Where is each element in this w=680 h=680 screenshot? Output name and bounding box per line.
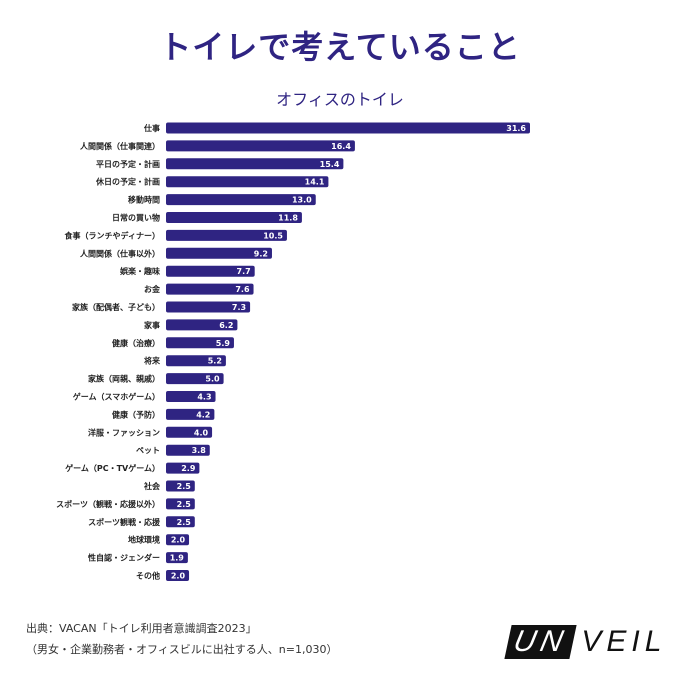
bar bbox=[166, 373, 224, 385]
bar-value-label: 5.9 bbox=[216, 339, 231, 348]
category-label: 地球環境 bbox=[128, 535, 160, 545]
bar bbox=[166, 444, 210, 456]
category-label: 人間関係（仕事関連） bbox=[80, 141, 160, 151]
bar bbox=[166, 247, 272, 259]
chart-subtitle: オフィスのトイレ bbox=[276, 90, 404, 109]
category-label: ゲーム（スマホゲーム） bbox=[73, 392, 160, 402]
bar-value-label: 11.8 bbox=[278, 214, 298, 223]
bar-value-label: 2.0 bbox=[171, 572, 186, 581]
bar-value-label: 9.2 bbox=[254, 249, 268, 258]
category-label: 洋服・ファッション bbox=[88, 427, 160, 437]
bar-value-label: 31.6 bbox=[506, 124, 526, 133]
bar bbox=[166, 498, 195, 510]
category-label: 家族（配偶者、子ども） bbox=[72, 302, 160, 312]
bar bbox=[166, 480, 195, 492]
page-title: トイレで考えていること bbox=[159, 28, 521, 66]
bar-value-label: 7.3 bbox=[232, 303, 246, 312]
bar bbox=[166, 212, 302, 223]
bar bbox=[166, 140, 355, 152]
bar bbox=[166, 426, 213, 438]
category-label: ゲーム（PC・TVゲーム） bbox=[65, 463, 160, 473]
bar-value-label: 7.7 bbox=[237, 267, 251, 276]
category-label: スポーツ観戦・応援 bbox=[88, 517, 161, 527]
category-label: 移動時間 bbox=[128, 195, 160, 205]
bar-value-label: 2.0 bbox=[171, 536, 186, 545]
category-label: 日常の買い物 bbox=[112, 213, 160, 223]
category-label: 社会 bbox=[143, 481, 160, 491]
category-label: スポーツ（観戦・応援以外） bbox=[56, 499, 160, 509]
category-label: 娯楽・趣味 bbox=[120, 266, 160, 276]
bar-value-label: 1.9 bbox=[170, 554, 185, 563]
category-label: その他 bbox=[136, 571, 160, 581]
logo-veil-text: VEIL bbox=[581, 625, 667, 658]
category-label: 食事（ランチやディナー） bbox=[65, 230, 160, 240]
category-label: お金 bbox=[144, 284, 161, 294]
bar-value-label: 15.4 bbox=[320, 160, 340, 169]
category-label: 平日の予定・計画 bbox=[96, 159, 160, 169]
category-label: 仕事 bbox=[143, 123, 160, 133]
bar bbox=[166, 516, 195, 528]
category-label: 家族（両親、親戚） bbox=[88, 374, 160, 384]
bar bbox=[166, 158, 344, 170]
source-line-2: （男女・企業勤務者・オフィスビルに出社する人、n=1,030） bbox=[26, 643, 338, 656]
bar-value-label: 14.1 bbox=[305, 178, 325, 187]
bar bbox=[166, 301, 251, 313]
bar-value-label: 16.4 bbox=[331, 142, 351, 151]
bar bbox=[166, 408, 215, 420]
logo-un-text: UN bbox=[504, 625, 577, 659]
source-line-1: 出典：VACAN「トイレ利用者意識調査2023」 bbox=[26, 622, 257, 635]
bar-value-label: 7.6 bbox=[235, 285, 250, 294]
bar-value-label: 5.2 bbox=[208, 357, 222, 366]
bar-value-label: 4.0 bbox=[194, 428, 209, 437]
bar bbox=[166, 355, 226, 367]
category-label: 将来 bbox=[144, 356, 161, 366]
bar-value-label: 3.8 bbox=[192, 446, 207, 455]
source-note: 出典：VACAN「トイレ利用者意識調査2023」 （男女・企業勤務者・オフィスビ… bbox=[26, 618, 337, 660]
unveil-logo: UN VEIL bbox=[504, 624, 668, 660]
bar bbox=[166, 283, 254, 295]
bar-value-label: 2.5 bbox=[177, 482, 192, 491]
bar-value-label: 2.5 bbox=[177, 500, 192, 509]
bar-value-label: 4.2 bbox=[196, 410, 210, 419]
bar-value-label: 6.2 bbox=[219, 321, 233, 330]
bar-chart: 仕事 31.6 人間関係（仕事関連） 16.4 平日の予定・計画 15.4 休日の予定・計画… bbox=[56, 122, 530, 581]
bar bbox=[166, 265, 255, 277]
bar bbox=[166, 194, 316, 206]
category-label: 健康（予防） bbox=[112, 409, 160, 419]
bar bbox=[166, 337, 234, 349]
category-label: ペット bbox=[136, 446, 160, 455]
category-label: 性自認・ジェンダー bbox=[88, 553, 160, 563]
bar bbox=[166, 552, 188, 564]
category-label: 人間関係（仕事以外） bbox=[80, 248, 160, 258]
bar-value-label: 5.0 bbox=[205, 375, 220, 384]
bar bbox=[166, 462, 200, 474]
category-label: 家事 bbox=[144, 320, 160, 330]
bar-value-label: 2.9 bbox=[181, 464, 196, 473]
bar bbox=[166, 122, 530, 134]
bar bbox=[166, 570, 190, 581]
bar-value-label: 10.5 bbox=[263, 231, 283, 240]
bar-value-label: 13.0 bbox=[292, 196, 312, 205]
bar bbox=[166, 176, 329, 188]
bar bbox=[166, 229, 287, 241]
bar bbox=[166, 319, 238, 331]
bar-value-label: 2.5 bbox=[177, 518, 192, 527]
bar-value-label: 4.3 bbox=[197, 393, 211, 402]
category-label: 休日の予定・計画 bbox=[95, 177, 160, 187]
bar bbox=[166, 534, 190, 546]
category-label: 健康（治療） bbox=[112, 338, 160, 348]
bar bbox=[166, 391, 216, 402]
